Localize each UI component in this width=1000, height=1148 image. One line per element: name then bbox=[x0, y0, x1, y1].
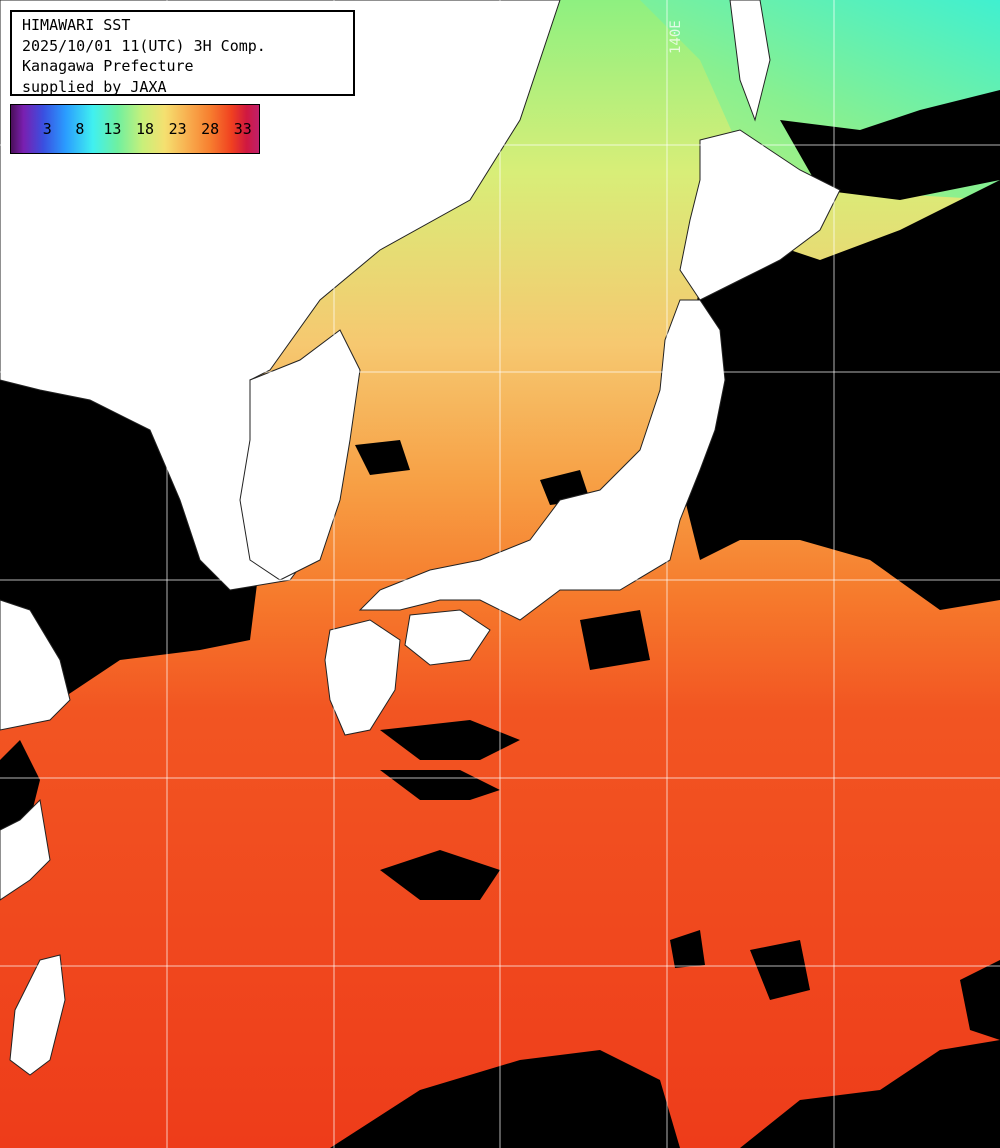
longitude-label-140e: 140E bbox=[668, 20, 684, 54]
scale-tick: 33 bbox=[233, 120, 252, 138]
china-coast-south bbox=[0, 798, 51, 901]
kyushu bbox=[324, 619, 401, 736]
hokkaido bbox=[679, 129, 841, 301]
korean-peninsula bbox=[239, 329, 361, 581]
temperature-color-scale: 3 8 13 18 23 28 33 bbox=[10, 104, 260, 154]
map-datetime: 2025/10/01 11(UTC) 3H Comp. bbox=[22, 36, 266, 55]
map-region: Kanagawa Prefecture bbox=[22, 57, 194, 75]
shikoku bbox=[404, 609, 491, 666]
honshu bbox=[358, 299, 726, 621]
map-info-box: HIMAWARI SST 2025/10/01 11(UTC) 3H Comp.… bbox=[10, 10, 355, 96]
china-coast-mid bbox=[0, 599, 71, 731]
scale-tick: 23 bbox=[168, 120, 187, 138]
scale-tick: 3 bbox=[42, 120, 52, 138]
taiwan bbox=[9, 954, 66, 1076]
scale-tick: 18 bbox=[135, 120, 155, 138]
sakhalin bbox=[729, 0, 771, 122]
scale-tick: 8 bbox=[75, 120, 85, 138]
map-credit: supplied by JAXA bbox=[22, 77, 167, 96]
map-title: HIMAWARI SST bbox=[22, 16, 131, 34]
scale-tick: 13 bbox=[103, 120, 122, 138]
latitude-label-40n: 40N bbox=[14, 352, 40, 368]
scale-tick: 28 bbox=[201, 120, 220, 138]
